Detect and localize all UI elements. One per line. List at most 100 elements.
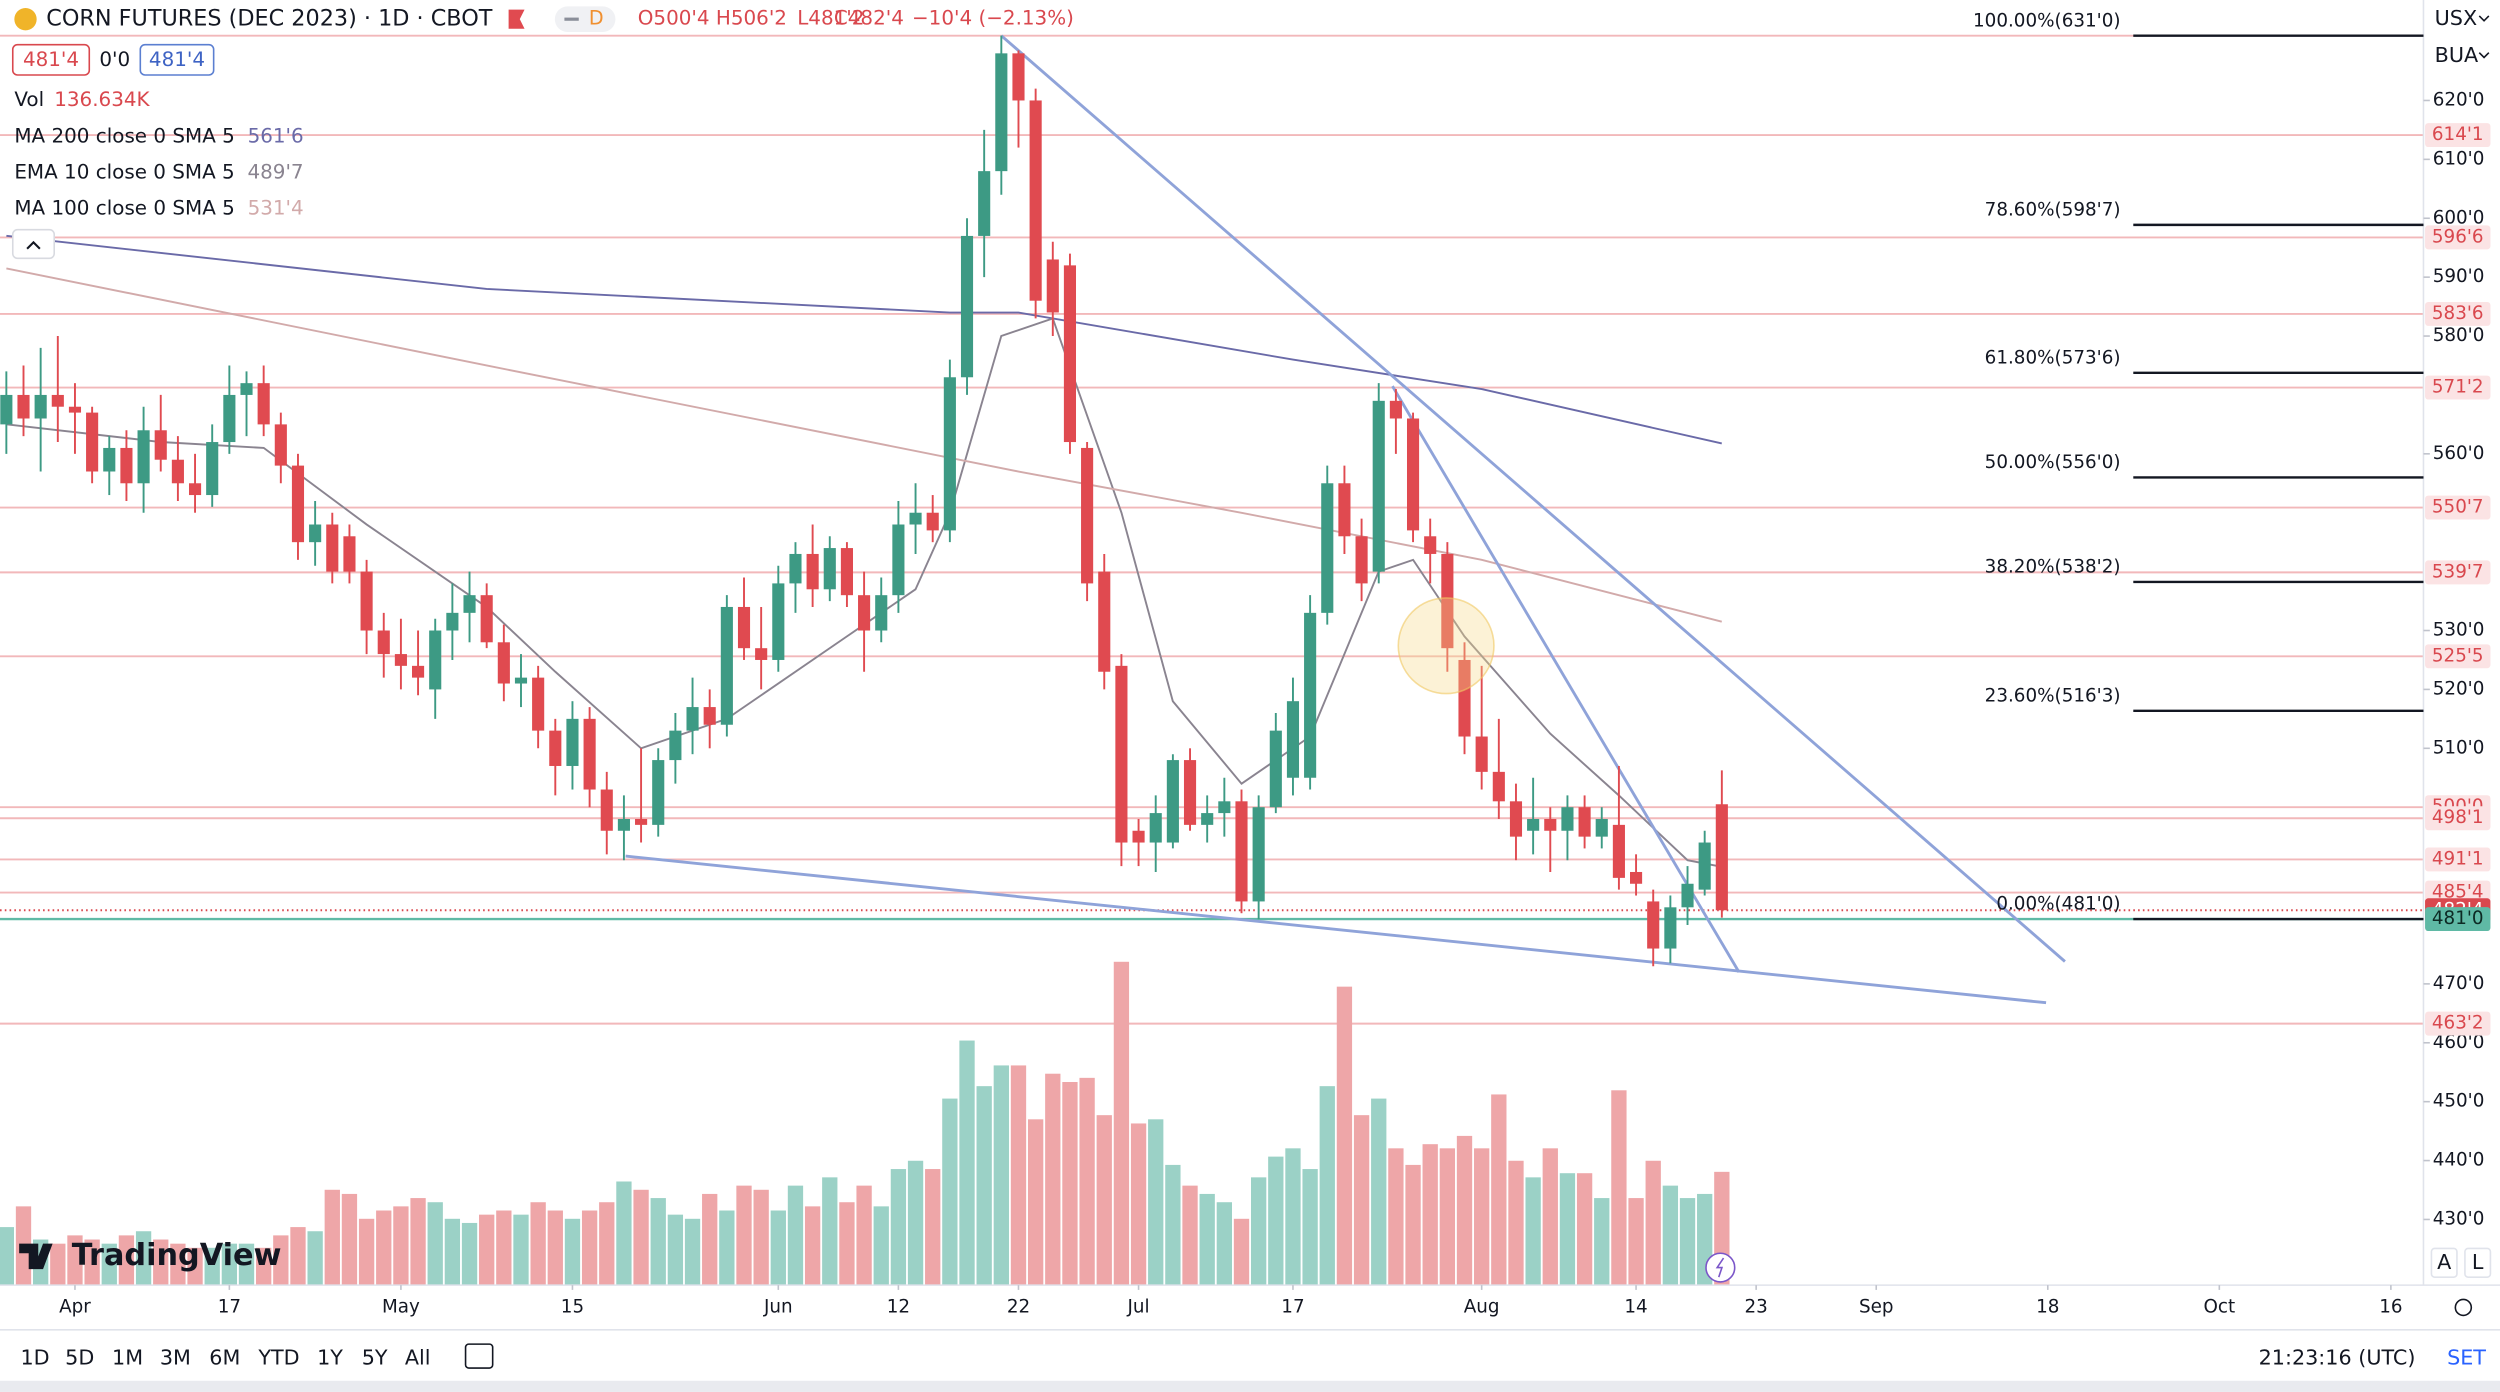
price-label: 614'1: [2432, 124, 2484, 145]
x-tick-label: 16: [2379, 1296, 2402, 1317]
candle-body: [1475, 736, 1488, 772]
volume-bar: [530, 1202, 546, 1286]
x-tick-label: 22: [1007, 1296, 1030, 1317]
volume-bar: [1662, 1185, 1679, 1286]
volume-bar: [358, 1218, 375, 1286]
settings-gear[interactable]: [2454, 1298, 2473, 1317]
bottom-strip: [0, 1380, 2500, 1392]
collapse-button[interactable]: [11, 228, 56, 260]
volume-bar: [118, 1235, 135, 1286]
y-tick-label: 580'0: [2433, 325, 2485, 346]
unit[interactable]: BUA: [2435, 43, 2479, 67]
badge-dash: [564, 17, 579, 21]
volume-bar: [1559, 1173, 1576, 1286]
scale-button[interactable]: A: [2437, 1250, 2451, 1274]
fib-label: 61.80%(573'6): [1985, 348, 2121, 369]
candle-body: [1338, 483, 1351, 537]
indicator-value: 531'4: [248, 196, 304, 219]
volume-bar: [599, 1202, 615, 1286]
candle-body: [0, 394, 13, 425]
candle-body: [1715, 804, 1728, 911]
volume-bar: [719, 1210, 735, 1286]
price-box: [139, 43, 215, 76]
candle-body: [600, 789, 613, 831]
flag-icon[interactable]: [508, 9, 525, 29]
fib-label: 38.20%(538'2): [1985, 557, 2121, 578]
timeframe-button[interactable]: YTD: [257, 1345, 299, 1369]
volume-bar: [581, 1210, 598, 1286]
price-label: 481'0: [2432, 908, 2484, 929]
candle-body: [686, 707, 699, 731]
candle-body: [1647, 901, 1660, 949]
scale-button-bg[interactable]: [2430, 1247, 2458, 1278]
volume-bar: [187, 1247, 203, 1286]
candle-body: [1286, 701, 1300, 778]
plot-area: [0, 34, 2424, 1286]
volume-bar: [341, 1193, 358, 1286]
volume-bar: [856, 1185, 872, 1286]
price-label: 498'1: [2432, 807, 2484, 828]
timeframe-button[interactable]: 5Y: [362, 1345, 388, 1369]
timeframe-button[interactable]: 1Y: [317, 1345, 343, 1369]
candle-body: [120, 447, 133, 484]
volume-bar: [153, 1239, 169, 1286]
timeframe-button[interactable]: 6M: [209, 1345, 240, 1369]
y-tick-label: 620'0: [2433, 89, 2485, 110]
volume-bar: [942, 1098, 958, 1286]
timeframe-button[interactable]: 5D: [65, 1345, 94, 1369]
volume-bar: [1148, 1119, 1164, 1286]
candle-body: [909, 512, 922, 525]
price-box: [11, 43, 91, 76]
x-tick-label: 17: [1281, 1296, 1304, 1317]
candle-body: [1063, 265, 1077, 443]
candle-body: [394, 654, 407, 666]
timeframe-button[interactable]: 3M: [160, 1345, 191, 1369]
price-label-bg: [2425, 225, 2491, 250]
candle-body: [206, 442, 219, 496]
candle-body: [1046, 259, 1059, 313]
fib-label: 78.60%(598'7): [1985, 200, 2121, 221]
candle-body: [497, 642, 510, 684]
x-tick-label: 12: [887, 1296, 910, 1317]
candle-body: [154, 430, 167, 460]
candle-body: [171, 459, 184, 484]
volume-bar: [1027, 1119, 1044, 1286]
candle-body: [1321, 483, 1334, 613]
symbol-title[interactable]: CORN FUTURES (DEC 2023) · 1D · CBOT: [46, 6, 493, 32]
scale-button-bg[interactable]: [2464, 1247, 2492, 1278]
volume-bar: [1353, 1115, 1370, 1286]
candle-body: [806, 553, 819, 590]
candle-body: [1630, 871, 1643, 884]
settings-button[interactable]: SET: [2447, 1345, 2486, 1369]
candle-body: [1235, 801, 1248, 902]
candle-body: [34, 394, 47, 419]
candle-body: [1441, 553, 1454, 649]
timeframe-button[interactable]: 1M: [112, 1345, 143, 1369]
candle-body: [514, 677, 528, 684]
candle-body: [309, 524, 322, 543]
timeframe-button[interactable]: All: [405, 1345, 431, 1369]
scale-button[interactable]: L: [2472, 1250, 2484, 1274]
candle-body: [291, 465, 305, 543]
candle-body: [1458, 659, 1471, 737]
candle-body: [840, 548, 853, 596]
candle-body: [1252, 807, 1265, 902]
volume-bar: [0, 1227, 15, 1286]
volume-bar: [1199, 1193, 1215, 1286]
x-tick-label: 18: [2036, 1296, 2059, 1317]
volume-bar: [616, 1181, 632, 1286]
interval-badge[interactable]: D: [589, 7, 604, 30]
fib-label: 0.00%(481'0): [1996, 894, 2120, 915]
currency[interactable]: USX: [2435, 6, 2478, 30]
x-tick-label: Aug: [1464, 1296, 1500, 1317]
price-label-bg: [2425, 644, 2491, 669]
volume-bar: [787, 1185, 804, 1286]
price-label: 525'5: [2432, 645, 2484, 666]
candle-body: [1424, 536, 1437, 554]
compare-icon[interactable]: [464, 1343, 494, 1369]
volume-bar: [1679, 1198, 1696, 1286]
timeframe-button[interactable]: 1D: [21, 1345, 50, 1369]
candle-body: [1029, 100, 1042, 301]
volume-bar: [873, 1206, 889, 1286]
volume-bar: [925, 1169, 941, 1286]
